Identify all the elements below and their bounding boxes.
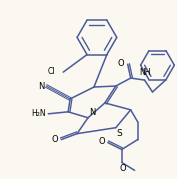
Text: N: N	[38, 81, 44, 91]
Text: NH: NH	[139, 68, 150, 77]
Text: Cl: Cl	[48, 67, 55, 76]
Text: H₂N: H₂N	[32, 109, 46, 118]
Text: N: N	[89, 108, 95, 117]
Text: O: O	[117, 59, 124, 68]
Text: O: O	[119, 164, 126, 173]
Text: O: O	[52, 135, 58, 144]
Text: S: S	[117, 129, 122, 138]
Text: O: O	[98, 137, 105, 146]
